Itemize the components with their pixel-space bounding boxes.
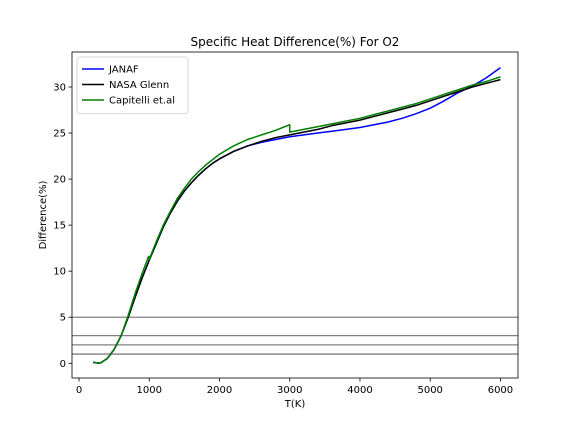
x-tick-label: 4000 bbox=[347, 385, 372, 396]
x-tick-label: 1000 bbox=[137, 385, 162, 396]
y-axis-label: Difference(%) bbox=[38, 180, 49, 249]
x-tick-label: 2000 bbox=[207, 385, 232, 396]
y-tick-label: 10 bbox=[53, 267, 66, 278]
y-tick-label: 30 bbox=[53, 82, 66, 93]
x-tick-label: 5000 bbox=[417, 385, 442, 396]
y-axis: 0 5 10 15 20 25 30 bbox=[53, 82, 72, 370]
legend-label-1: NASA Glenn bbox=[109, 80, 169, 91]
legend-label-0: JANAF bbox=[108, 65, 139, 76]
legend: JANAF NASA Glenn Capitelli et.al bbox=[76, 56, 189, 114]
reference-lines bbox=[72, 316, 518, 355]
y-tick-label: 5 bbox=[60, 313, 66, 324]
y-tick-label: 0 bbox=[60, 359, 66, 370]
legend-label-2: Capitelli et.al bbox=[109, 96, 175, 107]
chart-title: Specific Heat Difference(%) For O2 bbox=[191, 35, 400, 49]
legend-box bbox=[76, 56, 189, 114]
x-axis-label: T(K) bbox=[284, 399, 306, 410]
y-tick-label: 20 bbox=[53, 175, 66, 186]
plot-frame bbox=[71, 51, 519, 379]
x-tick-label: 3000 bbox=[277, 385, 302, 396]
x-tick-label: 0 bbox=[76, 385, 82, 396]
y-tick-label: 15 bbox=[53, 221, 66, 232]
series-line-2 bbox=[92, 76, 501, 365]
series-lines bbox=[92, 67, 501, 365]
y-tick-label: 25 bbox=[53, 129, 66, 140]
x-tick-label: 6000 bbox=[488, 385, 513, 396]
series-line-1 bbox=[92, 78, 501, 365]
x-axis: 0 1000 2000 3000 4000 5000 6000 bbox=[76, 378, 513, 396]
